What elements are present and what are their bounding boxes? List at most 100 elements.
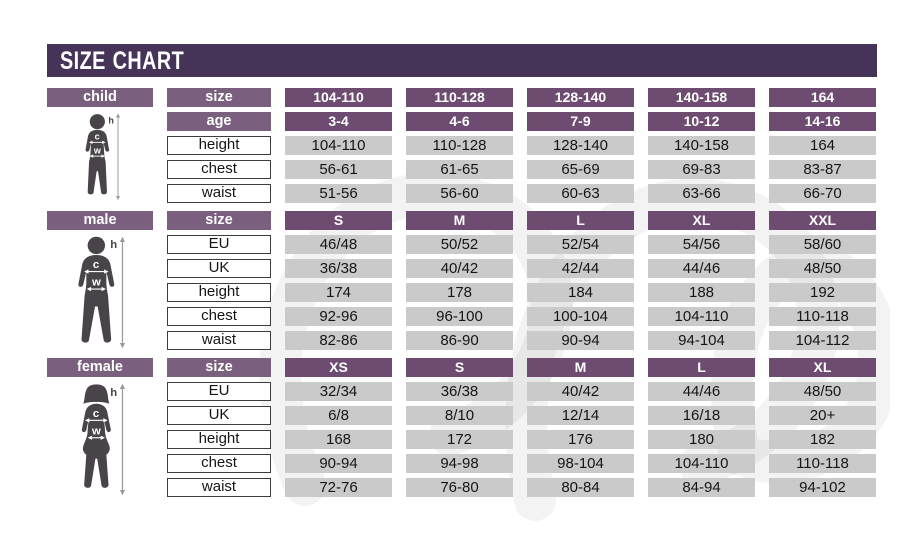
value-cell: 82-86: [285, 331, 392, 350]
value-cell: 84-94: [648, 478, 755, 497]
size-header-cell: 7-9: [527, 112, 634, 131]
waist-arrow: [87, 435, 106, 440]
value-cell: 83-87: [769, 160, 876, 179]
value-cell: 110-128: [406, 136, 513, 155]
value-cell: 56-60: [406, 184, 513, 203]
size-header-cell: L: [527, 211, 634, 230]
size-header-cell: 104-110: [285, 88, 392, 107]
size-header-cell: 3-4: [285, 112, 392, 131]
section-label-male: male: [47, 211, 153, 230]
height-marker-label: h: [110, 239, 117, 251]
value-cell: 180: [648, 430, 755, 449]
value-cell: 69-83: [648, 160, 755, 179]
female-figure: h c w: [47, 382, 153, 497]
value-cell: 94-102: [769, 478, 876, 497]
chest-arrow: [85, 418, 108, 423]
value-cell: 52/54: [527, 235, 634, 254]
value-cell: 86-90: [406, 331, 513, 350]
value-cell: 42/44: [527, 259, 634, 278]
chest-marker-label: c: [94, 132, 99, 142]
value-cell: 104-110: [285, 136, 392, 155]
value-cell: 46/48: [285, 235, 392, 254]
row-label-uk: UK: [167, 259, 271, 278]
value-cell: 178: [406, 283, 513, 302]
section-female: female h c w size XS S M L XL EU 32/34 36: [47, 358, 877, 497]
size-header-cell: XL: [769, 358, 876, 377]
value-cell: 172: [406, 430, 513, 449]
value-cell: 60-63: [527, 184, 634, 203]
value-cell: 72-76: [285, 478, 392, 497]
size-header-cell: 110-128: [406, 88, 513, 107]
value-cell: 12/14: [527, 406, 634, 425]
value-cell: 110-118: [769, 454, 876, 473]
value-cell: 6/8: [285, 406, 392, 425]
value-cell: 182: [769, 430, 876, 449]
row-label-size: size: [167, 358, 271, 377]
value-cell: 40/42: [406, 259, 513, 278]
chest-marker-label: c: [93, 408, 99, 420]
height-arrow: [115, 113, 120, 201]
value-cell: 176: [527, 430, 634, 449]
size-header-cell: 164: [769, 88, 876, 107]
row-label-eu: EU: [167, 235, 271, 254]
row-label-size: size: [167, 211, 271, 230]
value-cell: 8/10: [406, 406, 513, 425]
section-child: child h c w size 104-110 110-128 128-140 140…: [47, 88, 877, 203]
value-cell: 104-112: [769, 331, 876, 350]
section-label-female: female: [47, 358, 153, 377]
size-chart-table: child h c w size 104-110 110-128 128-140 140…: [47, 88, 877, 497]
value-cell: 54/56: [648, 235, 755, 254]
title-bar: SIZE CHART: [47, 44, 877, 77]
male-body: [78, 236, 115, 343]
row-label-chest: chest: [167, 307, 271, 326]
waist-marker-label: w: [91, 425, 101, 437]
size-header-cell: XS: [285, 358, 392, 377]
value-cell: 174: [285, 283, 392, 302]
child-silhouette: h c w: [85, 113, 120, 201]
size-header-cell: XL: [648, 211, 755, 230]
value-cell: 96-100: [406, 307, 513, 326]
waist-marker-label: w: [91, 277, 101, 289]
chest-arrow: [84, 269, 109, 274]
height-arrow: [120, 236, 126, 349]
value-cell: 66-70: [769, 184, 876, 203]
value-cell: 44/46: [648, 259, 755, 278]
size-header-cell: 4-6: [406, 112, 513, 131]
value-cell: 56-61: [285, 160, 392, 179]
row-label-height: height: [167, 430, 271, 449]
value-cell: 188: [648, 283, 755, 302]
child-body: [85, 114, 110, 195]
value-cell: 76-80: [406, 478, 513, 497]
height-marker-label: h: [110, 387, 117, 399]
row-label-uk: UK: [167, 406, 271, 425]
value-cell: 20+: [769, 406, 876, 425]
value-cell: 192: [769, 283, 876, 302]
waist-arrow: [86, 286, 107, 292]
male-silhouette: h c w: [78, 236, 126, 349]
value-cell: 36/38: [406, 382, 513, 401]
size-header-cell: S: [285, 211, 392, 230]
value-cell: 80-84: [527, 478, 634, 497]
value-cell: 94-98: [406, 454, 513, 473]
row-label-waist: waist: [167, 331, 271, 350]
height-arrow: [120, 383, 126, 496]
value-cell: 36/38: [285, 259, 392, 278]
row-label-eu: EU: [167, 382, 271, 401]
value-cell: 58/60: [769, 235, 876, 254]
chest-marker-label: c: [93, 259, 99, 271]
male-figure: h c w: [47, 235, 153, 350]
row-label-age: age: [167, 112, 271, 131]
page-title: SIZE CHART: [60, 45, 185, 75]
waist-marker-label: w: [93, 145, 101, 155]
value-cell: 90-94: [285, 454, 392, 473]
value-cell: 104-110: [648, 307, 755, 326]
size-header-cell: XXL: [769, 211, 876, 230]
value-cell: 168: [285, 430, 392, 449]
value-cell: 16/18: [648, 406, 755, 425]
value-cell: 65-69: [527, 160, 634, 179]
row-label-chest: chest: [167, 160, 271, 179]
value-cell: 100-104: [527, 307, 634, 326]
child-figure: h c w: [47, 112, 153, 203]
section-label-child: child: [47, 88, 153, 107]
